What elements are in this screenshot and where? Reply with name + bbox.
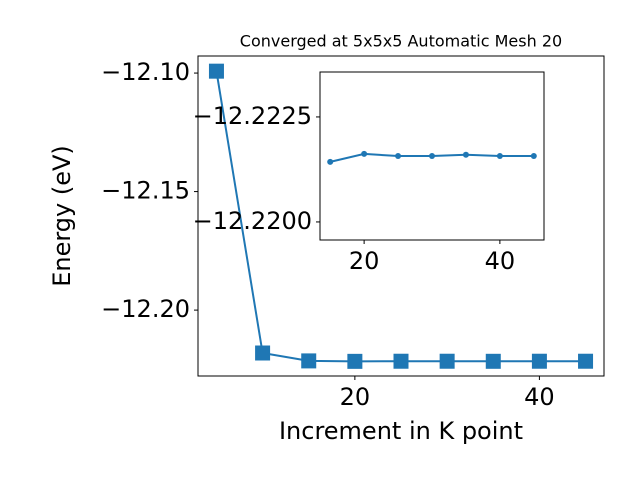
marker (208, 63, 224, 79)
y-tick-label: −12.20 (101, 295, 190, 323)
x-tick-label: 40 (485, 247, 516, 275)
x-tick-label: 40 (524, 383, 555, 411)
marker (462, 151, 469, 158)
marker (531, 353, 547, 369)
marker (395, 153, 402, 159)
y-tick-label: −12.15 (101, 177, 190, 205)
x-tick-label: 20 (349, 247, 380, 275)
marker (530, 153, 537, 159)
marker (301, 353, 317, 369)
marker (347, 353, 363, 369)
y-tick-label: −12.2225 (193, 102, 312, 130)
x-tick-label: 20 (340, 383, 371, 411)
y-tick-label: −12.10 (101, 58, 190, 86)
marker (361, 150, 368, 157)
marker (393, 353, 409, 369)
x-axis-label: Increment in K point (279, 417, 523, 445)
marker (439, 353, 455, 369)
marker (485, 353, 501, 369)
marker (255, 345, 271, 361)
y-tick-label: −12.2200 (193, 207, 312, 235)
marker (496, 153, 503, 159)
marker (429, 153, 435, 159)
y-axis-label: Energy (eV) (48, 145, 76, 287)
chart-title: Converged at 5x5x5 Automatic Mesh 20 (240, 32, 562, 51)
marker (578, 353, 594, 369)
marker (327, 158, 334, 165)
